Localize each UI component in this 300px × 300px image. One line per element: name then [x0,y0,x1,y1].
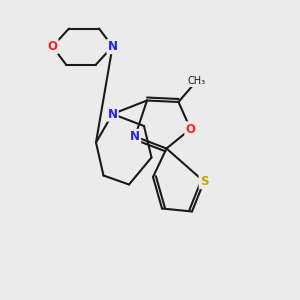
Text: O: O [47,40,58,53]
Text: S: S [200,175,208,188]
Text: N: N [130,130,140,143]
Text: N: N [107,40,118,53]
Text: N: N [107,107,118,121]
Text: CH₃: CH₃ [188,76,206,86]
Text: O: O [185,122,196,136]
